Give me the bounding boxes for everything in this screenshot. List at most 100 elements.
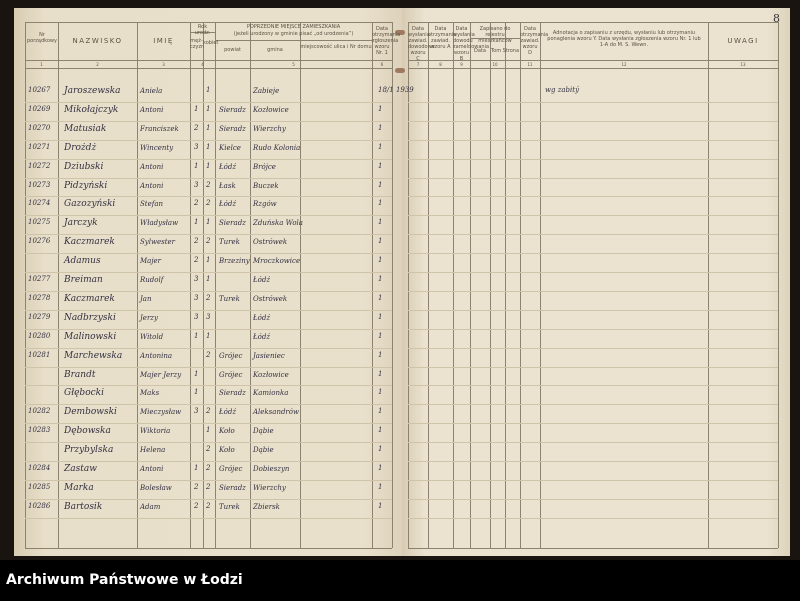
row-female-count: 2 <box>206 180 211 189</box>
rule-line <box>408 68 778 69</box>
row-male-count: 1 <box>194 369 199 378</box>
row-female-count: 2 <box>206 482 211 491</box>
row-powiat: Sieradz <box>219 219 246 228</box>
row-col6: 1 <box>378 256 383 265</box>
row-gmina: Wierzchy <box>253 124 286 133</box>
row-surname: Adamus <box>64 256 101 267</box>
column-line <box>190 22 191 548</box>
row-number: 10281 <box>28 350 51 359</box>
column-number: 4 <box>201 62 204 67</box>
row-first-name: Antonina <box>140 351 173 360</box>
row-gmina: Kozłowice <box>253 105 289 114</box>
row-powiat: Sieradz <box>219 105 246 114</box>
header-kobiet: kobiet <box>203 40 219 46</box>
row-male-count: 3 <box>194 407 199 416</box>
row-surname: Matusiak <box>64 123 107 134</box>
column-line <box>300 22 301 548</box>
archive-footer: Archiwum Państwowe w Łodzi <box>0 560 800 601</box>
row-female-count: 2 <box>206 199 211 208</box>
row-line <box>25 423 392 425</box>
row-male-count: 3 <box>194 275 199 283</box>
row-col6: 18/1 1939 <box>378 86 414 94</box>
row-gmina: Zbiersk <box>253 502 280 511</box>
row-number: 10283 <box>28 426 51 435</box>
row-line <box>408 290 778 292</box>
row-female-count: 2 <box>206 464 211 472</box>
row-surname: Marchewska <box>64 350 123 361</box>
row-line <box>408 328 778 330</box>
column-line <box>778 22 779 548</box>
column-number: 5 <box>292 62 295 67</box>
row-line <box>25 101 392 103</box>
row-line <box>25 442 392 444</box>
binding-string <box>395 30 405 35</box>
row-first-name: Antoni <box>140 162 164 171</box>
row-female-count: 2 <box>206 293 211 302</box>
row-female-count: 2 <box>206 445 211 454</box>
row-number: 10280 <box>28 331 51 340</box>
row-gmina: Jasieniec <box>253 351 285 360</box>
row-line <box>408 498 778 500</box>
row-number: 10269 <box>28 104 51 113</box>
row-surname: Marka <box>64 482 94 493</box>
row-line <box>25 328 392 330</box>
column-line <box>505 22 506 548</box>
row-gmina: Dąbie <box>253 427 274 436</box>
row-gmina: Rzgów <box>253 200 277 209</box>
row-surname: Zastaw <box>64 464 97 474</box>
header-col8: Data otrzymania zawiad. wzoru A <box>428 26 457 50</box>
row-first-name: Majer <box>140 257 161 266</box>
column-line <box>453 22 454 548</box>
row-surname: Brandt <box>64 369 96 380</box>
row-col6: 1 <box>378 369 383 378</box>
rule-line <box>25 60 392 61</box>
row-first-name: Antoni <box>140 181 164 190</box>
row-number: 10271 <box>28 142 51 151</box>
row-female-count: 2 <box>206 350 211 359</box>
row-line <box>408 517 778 519</box>
row-first-name: Aniela <box>140 87 163 95</box>
column-line <box>408 22 409 548</box>
row-number: 10284 <box>28 464 51 472</box>
column-line <box>137 22 138 548</box>
row-powiat: Grójec <box>219 351 243 360</box>
row-female-count: 1 <box>206 256 211 265</box>
row-col6: 1 <box>378 123 383 132</box>
header-col10-data: Data <box>474 48 486 54</box>
row-gmina: Rudo Kolonia <box>253 143 301 152</box>
row-line <box>408 347 778 349</box>
row-surname: Dębowska <box>64 426 111 437</box>
row-first-name: Helena <box>140 446 166 455</box>
rule-line <box>25 548 392 549</box>
row-line <box>408 158 778 160</box>
row-surname: Gazozyński <box>64 199 116 210</box>
row-line <box>25 139 392 141</box>
row-line <box>408 404 778 406</box>
row-male-count: 1 <box>194 464 199 472</box>
row-first-name: Maks <box>140 389 160 398</box>
row-male-count: 1 <box>194 388 199 397</box>
rule-line <box>470 38 520 39</box>
row-gmina: Zabieje <box>253 87 280 95</box>
header-col11: Data otrzymania zawiad. wzoru D <box>520 26 549 56</box>
row-powiat: Łódź <box>219 200 237 209</box>
register-left-page <box>14 8 402 556</box>
column-line <box>490 22 491 548</box>
row-col6: 1 <box>378 331 383 340</box>
row-powiat: Łask <box>219 181 236 190</box>
column-line <box>428 22 429 548</box>
row-female-count: 1 <box>206 161 211 170</box>
row-surname: Drożdż <box>64 142 97 153</box>
row-first-name: Jerzy <box>140 313 158 322</box>
row-line <box>408 234 778 236</box>
row-male-count: 2 <box>194 237 199 246</box>
row-male-count: 2 <box>194 482 199 491</box>
row-male-count: 2 <box>194 256 199 265</box>
column-number: 2 <box>96 62 99 67</box>
header-col10: Zapisano do rejestru mieszkańców <box>478 26 512 44</box>
row-male-count: 2 <box>194 123 199 132</box>
row-line <box>25 309 392 311</box>
rule-line <box>408 22 778 23</box>
rule-line <box>408 60 778 61</box>
row-gmina: Łódź <box>253 276 271 284</box>
